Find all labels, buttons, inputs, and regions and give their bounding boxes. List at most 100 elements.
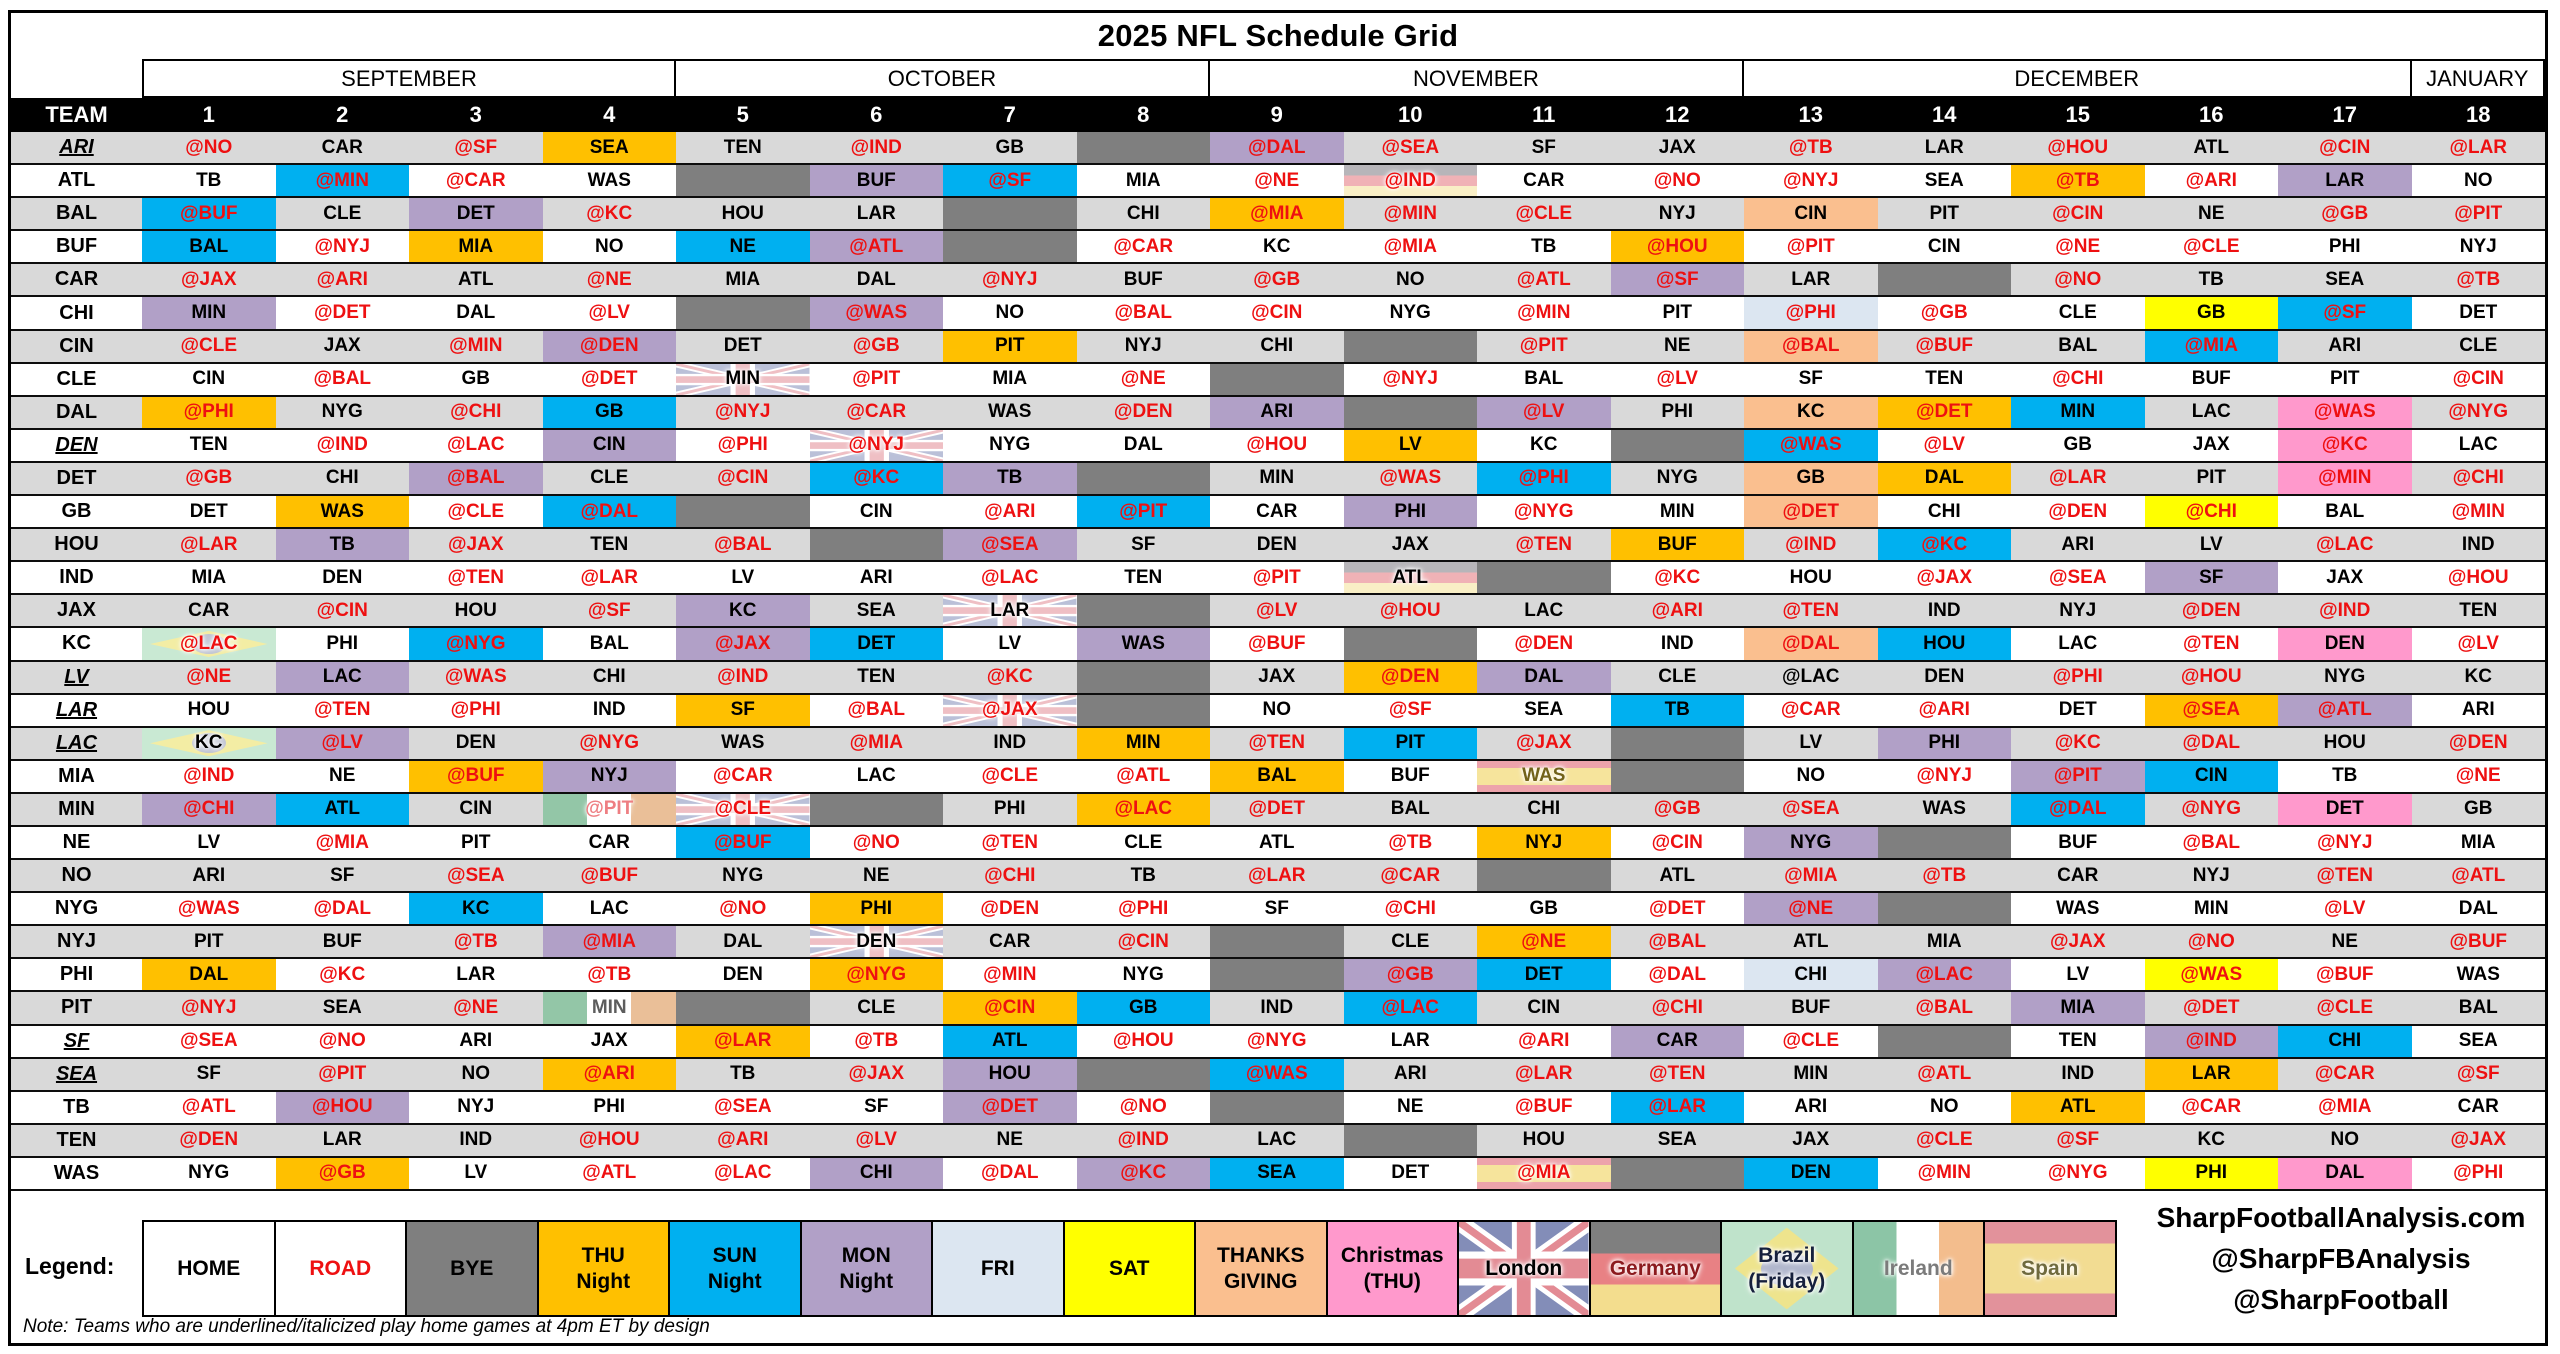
schedule-cell-kc-wk16: @TEN: [2145, 628, 2279, 659]
schedule-cell-atl-wk4: WAS: [543, 165, 677, 196]
week-label-6: 6: [870, 102, 883, 127]
team-label-atl: ATL: [57, 169, 96, 192]
schedule-cell-dal-wk5: @NYJ: [676, 397, 810, 428]
schedule-cell-lv-wk11: DAL: [1477, 661, 1611, 693]
schedule-cell-min-wk12: @GB: [1611, 794, 1745, 825]
game-opponent: @DEN: [1514, 632, 1574, 654]
game-opponent: @HOU: [578, 1129, 640, 1151]
schedule-cell-ne-wk13: NYG: [1744, 826, 1878, 859]
game-opponent: @PIT: [1119, 500, 1168, 522]
schedule-cell-dal-wk4: GB: [542, 396, 676, 428]
schedule-cell-dal-wk16: LAC: [2145, 397, 2279, 428]
schedule-cell-ari-wk6: @IND: [810, 132, 944, 163]
game-opponent: BAL: [1390, 798, 1430, 820]
team-label-tb: TB: [63, 1095, 90, 1118]
schedule-cell-mia-wk8: @ATL: [1077, 761, 1211, 792]
game-opponent: @BUF: [713, 831, 772, 853]
schedule-cell-jax-wk16: @DEN: [2145, 595, 2279, 626]
schedule-cell-cle-wk6: @PIT: [810, 364, 944, 395]
game-opponent: @JAX: [715, 632, 771, 654]
schedule-cell-nyg-wk15: WAS: [2011, 893, 2145, 924]
schedule-cell-hou-wk6: [809, 529, 943, 561]
schedule-cell-cin-wk9: CHI: [1210, 331, 1344, 362]
schedule-cell-lar-wk12: TB: [1610, 694, 1744, 726]
game-opponent: NYJ: [457, 1096, 495, 1118]
title-band: 2025 NFL Schedule Grid: [11, 13, 2545, 59]
game-opponent: NO: [461, 1063, 491, 1085]
schedule-cell-tb-wk7: @DET: [943, 1091, 1077, 1123]
schedule-cell-lac-wk7: IND: [943, 728, 1077, 759]
schedule-cell-chi-wk15: CLE: [2011, 297, 2145, 328]
legend-item-homebox: HOME: [142, 1220, 276, 1317]
schedule-cell-tb-wk8: @NO: [1077, 1092, 1211, 1123]
schedule-cell-lv-wk5: @IND: [676, 662, 810, 693]
game-opponent: ARI: [1393, 1063, 1427, 1085]
game-opponent: @PHI: [1785, 302, 1836, 324]
game-opponent: CHI: [859, 1162, 893, 1184]
schedule-cell-pit-wk11: CIN: [1477, 992, 1611, 1023]
game-opponent: NE: [1397, 1096, 1424, 1118]
game-opponent: @PHI: [450, 699, 501, 721]
game-opponent: @CHI: [1384, 897, 1436, 919]
game-opponent: GB: [995, 136, 1025, 158]
game-opponent: @IND: [1785, 533, 1837, 555]
game-opponent: MIN: [591, 996, 627, 1018]
schedule-cell-sea-wk10: ARI: [1344, 1059, 1478, 1090]
schedule-cell-phi-wk7: @MIN: [943, 959, 1077, 990]
game-opponent: @SEA: [446, 864, 505, 886]
game-opponent: JAX: [323, 335, 361, 357]
schedule-cell-den-wk9: @HOU: [1210, 430, 1344, 461]
game-opponent: @CIN: [316, 599, 368, 621]
schedule-cell-ind-wk1: MIA: [142, 562, 276, 593]
game-opponent: @BUF: [2315, 963, 2374, 985]
schedule-cell-was-wk2: @GB: [275, 1157, 409, 1189]
game-opponent: NYG: [1790, 831, 1832, 853]
month-label-january: JANUARY: [2409, 59, 2545, 98]
schedule-cell-pit-wk1: @NYJ: [142, 992, 276, 1023]
schedule-cell-chi-wk9: @CIN: [1210, 297, 1344, 328]
schedule-cell-det-wk8: [1076, 462, 1210, 495]
schedule-cell-no-wk7: @CHI: [943, 860, 1077, 891]
game-opponent: @LAR: [1514, 1063, 1573, 1085]
game-opponent: @WAS: [1379, 467, 1442, 489]
game-opponent: MIA: [191, 566, 227, 588]
game-opponent: @ATL: [1917, 1063, 1972, 1085]
schedule-cell-was-wk14: @MIN: [1878, 1158, 2012, 1189]
game-opponent: @KC: [586, 202, 633, 224]
schedule-cell-dal-wk6: @CAR: [810, 397, 944, 428]
schedule-cell-ten-wk6: @LV: [810, 1125, 944, 1156]
schedule-cell-nyj-wk3: @TB: [409, 926, 543, 957]
game-opponent: @PHI: [1118, 897, 1169, 919]
schedule-cell-no-wk2: SF: [276, 860, 410, 891]
schedule-cell-was-wk16: PHI: [2144, 1157, 2278, 1189]
schedule-cell-cle-wk15: @CHI: [2011, 364, 2145, 395]
schedule-cell-hou-wk13: @IND: [1744, 529, 1878, 560]
schedule-cell-buf-wk13: @PIT: [1744, 231, 1878, 262]
schedule-cell-lac-wk12: [1610, 727, 1744, 759]
legend-item-label: THU: [581, 1243, 625, 1267]
game-opponent: SF: [196, 1063, 221, 1085]
schedule-cell-lv-wk13: @LAC: [1744, 662, 1878, 693]
team-row-ari: ARI @NO CAR @SF SEA TEN @IND GB @DAL @SEA SF JAX @TB…: [11, 132, 2545, 166]
schedule-cell-ari-wk7: GB: [943, 132, 1077, 163]
month-label-november: NOVEMBER: [1208, 59, 1744, 98]
game-opponent: @LAC: [1915, 963, 1974, 985]
schedule-cell-buf-wk15: @NE: [2011, 231, 2145, 262]
schedule-cell-phi-wk4: @TB: [543, 959, 677, 990]
game-opponent: @PIT: [1786, 235, 1835, 257]
page-title: 2025 NFL Schedule Grid: [1097, 18, 1459, 53]
game-opponent: DAL: [1123, 434, 1163, 456]
legend-item-label: BYE: [450, 1256, 494, 1280]
week-header-row: TEAM 1 2 3 4 5 6 7 8 9 10 11 12 13 14 15 16 17 18: [11, 98, 2545, 132]
game-opponent: DEN: [455, 732, 496, 754]
schedule-cell-buf-wk10: @MIA: [1344, 231, 1478, 262]
schedule-cell-min-wk6: [809, 793, 943, 825]
game-opponent: PHI: [1394, 500, 1427, 522]
game-opponent: @DEN: [179, 1129, 239, 1151]
schedule-cell-ari-wk13: @TB: [1744, 132, 1878, 163]
game-opponent: @NO: [1653, 169, 1701, 191]
game-opponent: MIN: [191, 302, 227, 324]
game-opponent: TEN: [1124, 566, 1163, 588]
game-opponent: @HOU: [2047, 136, 2109, 158]
game-opponent: DAL: [723, 930, 763, 952]
